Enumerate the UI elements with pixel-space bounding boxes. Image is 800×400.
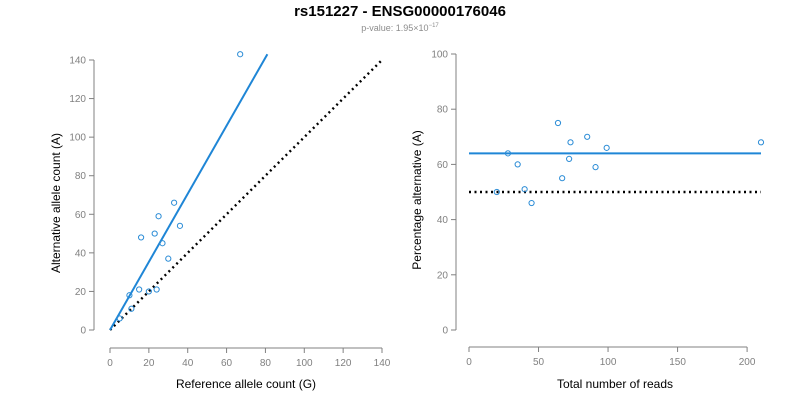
y-axis-title: Alternative allele count (A) (49, 133, 63, 273)
x-tick-label: 100 (296, 358, 313, 369)
x-tick-label: 40 (182, 358, 194, 369)
data-point (165, 255, 172, 262)
y-tick-label: 60 (75, 210, 87, 221)
x-tick-label: 80 (260, 358, 272, 369)
data-point (153, 286, 160, 293)
data-point (584, 133, 591, 140)
subtitle-prefix: p-value: 1.95×10 (361, 23, 429, 33)
fit-line (109, 53, 269, 331)
data-point (559, 175, 566, 182)
x-tick-label: 0 (466, 357, 472, 368)
data-point (493, 188, 500, 196)
y-tick-label: 20 (75, 287, 87, 298)
data-point (514, 161, 521, 168)
y-tick-label: 20 (437, 270, 449, 281)
y-tick-label: 40 (75, 248, 87, 259)
data-point (151, 230, 158, 237)
data-point (528, 199, 535, 207)
y-tick-label: 120 (69, 94, 86, 105)
data-point (554, 119, 562, 127)
data-point (504, 150, 512, 157)
x-tick-label: 120 (335, 358, 352, 369)
y-axis-title: Percentage alternative (A) (410, 130, 424, 269)
data-point (137, 234, 145, 241)
x-axis-title: Total number of reads (557, 377, 673, 391)
y-tick-label: 100 (69, 133, 86, 144)
data-point (126, 292, 133, 299)
panel-allele-counts: 0 20 40 60 80 100 120 140 Reference allele count… (49, 51, 391, 391)
x-tick-label: 100 (600, 357, 617, 368)
x-tick-label: 150 (669, 357, 686, 368)
data-point (136, 286, 143, 293)
x-tick-label: 140 (374, 358, 391, 369)
data-point (145, 288, 152, 295)
panel-percentage-alternative: 0 50 100 150 200 Total number of reads 0 20 40 60… (410, 50, 765, 391)
subtitle-exponent: −17 (428, 23, 439, 29)
data-point (592, 164, 599, 171)
x-tick-label: 60 (221, 358, 233, 369)
chart-subtitle: p-value: 1.95×10−17 (0, 23, 800, 33)
data-point (566, 155, 573, 162)
data-point (176, 222, 184, 229)
x-tick-label: 20 (143, 358, 155, 369)
x-axis-title: Reference allele count (G) (176, 377, 316, 391)
data-point (757, 139, 765, 146)
data-point (128, 305, 135, 312)
reference-line (109, 59, 383, 331)
x-tick-label: 0 (107, 358, 113, 369)
y-tick-label: 0 (442, 326, 448, 337)
data-point (159, 240, 166, 247)
x-tick-label: 200 (739, 357, 756, 368)
y-tick-label: 100 (431, 50, 448, 61)
y-tick-label: 80 (437, 105, 449, 116)
data-point (237, 51, 244, 58)
y-tick-label: 80 (75, 171, 87, 182)
data-point (116, 315, 123, 322)
data-point (521, 186, 528, 193)
y-tick-label: 40 (437, 215, 449, 226)
chart-title: rs151227 - ENSG00000176046 (294, 3, 506, 20)
y-tick-label: 140 (69, 56, 86, 67)
y-tick-label: 60 (437, 160, 449, 171)
data-point (603, 144, 610, 151)
x-tick-label: 50 (533, 357, 545, 368)
y-tick-label: 0 (80, 326, 86, 337)
data-point (567, 139, 574, 146)
data-point (155, 213, 162, 220)
data-point (171, 199, 178, 206)
